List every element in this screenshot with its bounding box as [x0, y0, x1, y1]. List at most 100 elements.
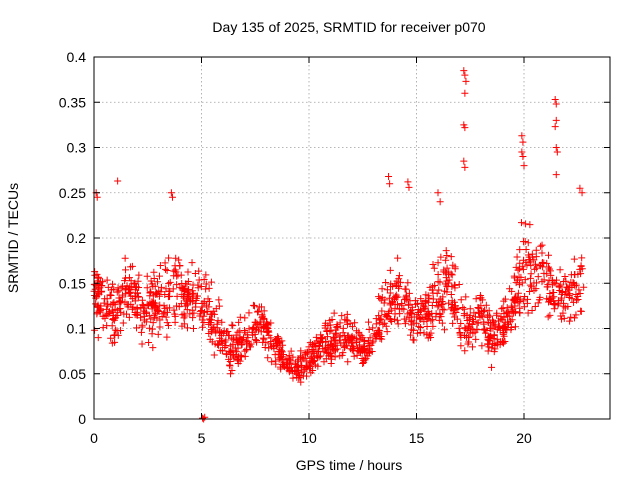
- data-point: [328, 352, 336, 360]
- data-point: [143, 272, 151, 280]
- data-point: [544, 251, 552, 259]
- data-point: [477, 302, 485, 310]
- data-point: [177, 300, 185, 308]
- data-point: [360, 342, 368, 350]
- data-point: [381, 311, 389, 319]
- data-point: [424, 298, 432, 306]
- data-point: [532, 285, 540, 293]
- data-point: [577, 307, 585, 315]
- data-point: [125, 313, 133, 321]
- data-point: [437, 253, 445, 261]
- data-point: [242, 337, 250, 345]
- data-point: [383, 328, 391, 336]
- data-point: [107, 334, 115, 342]
- data-point: [327, 340, 335, 348]
- data-point: [258, 303, 266, 311]
- data-point: [296, 373, 304, 381]
- data-point: [460, 67, 468, 75]
- data-point: [574, 296, 582, 304]
- data-point: [543, 270, 551, 278]
- data-point: [189, 314, 197, 322]
- data-point: [493, 311, 501, 319]
- data-point: [558, 288, 566, 296]
- data-point: [519, 265, 527, 273]
- data-point: [171, 262, 179, 270]
- data-point: [254, 307, 262, 315]
- data-point: [408, 303, 416, 311]
- data-point: [330, 336, 338, 344]
- data-point: [520, 162, 528, 170]
- data-point: [500, 323, 508, 331]
- data-point: [436, 311, 444, 319]
- data-point: [572, 311, 580, 319]
- data-point: [154, 278, 162, 286]
- data-point: [438, 301, 446, 309]
- data-point: [93, 193, 101, 201]
- x-tick-label: 20: [516, 430, 532, 446]
- data-point: [197, 310, 205, 318]
- data-point: [214, 317, 222, 325]
- data-point: [341, 316, 349, 324]
- data-point: [514, 266, 522, 274]
- data-point: [207, 325, 215, 333]
- data-point: [148, 330, 156, 338]
- data-point: [91, 271, 99, 279]
- data-point: [161, 291, 169, 299]
- data-point: [434, 278, 442, 286]
- data-point: [132, 292, 140, 300]
- data-point: [166, 304, 174, 312]
- data-point: [178, 280, 186, 288]
- data-point: [297, 347, 305, 355]
- data-point: [162, 313, 170, 321]
- data-point: [94, 301, 102, 309]
- data-point: [261, 344, 269, 352]
- data-point: [468, 343, 476, 351]
- data-point: [515, 273, 523, 281]
- data-point: [386, 266, 394, 274]
- data-point: [460, 157, 468, 165]
- data-point: [193, 292, 201, 300]
- data-point: [277, 353, 285, 361]
- data-point: [402, 315, 410, 323]
- data-point: [404, 300, 412, 308]
- data-point: [101, 312, 109, 320]
- data-point: [424, 292, 432, 300]
- data-point: [338, 312, 346, 320]
- data-point: [500, 297, 508, 305]
- data-point: [578, 189, 586, 197]
- data-point: [200, 276, 208, 284]
- data-point: [173, 272, 181, 280]
- data-point: [181, 312, 189, 320]
- data-point: [518, 132, 526, 140]
- data-point: [227, 370, 235, 378]
- data-point: [406, 331, 414, 339]
- data-point: [578, 254, 586, 262]
- data-point: [94, 334, 102, 342]
- data-point: [519, 138, 527, 146]
- data-point: [426, 283, 434, 291]
- y-tick-label: 0.15: [59, 275, 86, 291]
- data-point: [251, 318, 259, 326]
- data-point: [527, 283, 535, 291]
- data-point: [155, 308, 163, 316]
- data-point: [395, 272, 403, 280]
- data-point: [339, 324, 347, 332]
- data-point: [385, 172, 393, 180]
- data-point: [146, 292, 154, 300]
- data-point: [263, 320, 271, 328]
- data-point: [190, 324, 198, 332]
- data-point: [490, 320, 498, 328]
- data-point: [457, 333, 465, 341]
- data-point: [369, 324, 377, 332]
- data-point: [551, 123, 559, 131]
- data-point: [243, 331, 251, 339]
- data-point: [349, 334, 357, 342]
- data-point: [241, 314, 249, 322]
- data-point: [531, 302, 539, 310]
- data-point: [356, 343, 364, 351]
- data-point: [201, 413, 209, 421]
- data-point: [462, 77, 470, 85]
- data-point: [276, 354, 284, 362]
- data-point: [391, 315, 399, 323]
- data-point: [482, 329, 490, 337]
